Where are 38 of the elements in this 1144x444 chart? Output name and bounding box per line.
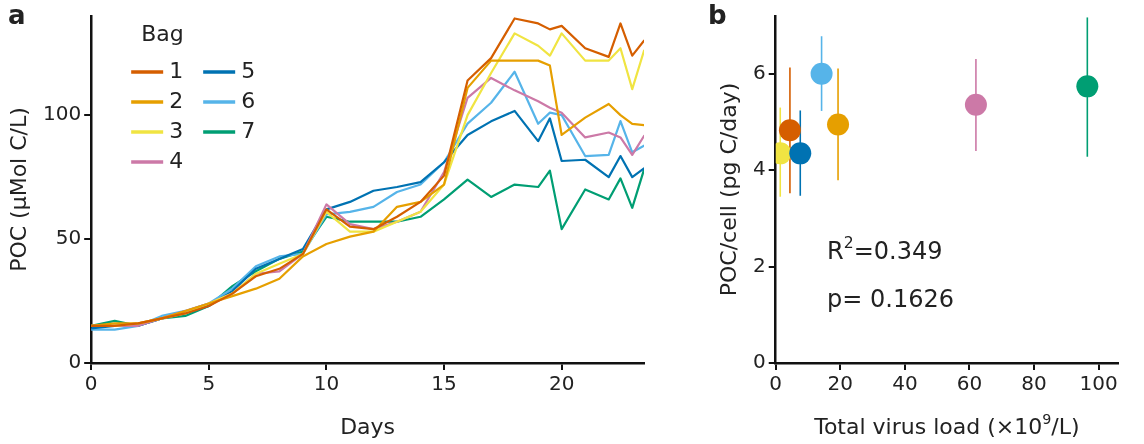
x-tick-label: 10 <box>313 371 340 396</box>
legend-title: Bag <box>141 20 184 46</box>
legend-label: 4 <box>169 147 184 173</box>
y-tick-label: 4 <box>752 156 766 181</box>
legend-label: 3 <box>169 117 184 143</box>
point <box>778 119 801 142</box>
legend-label: 5 <box>241 57 256 83</box>
x-tick-label: 80 <box>1021 371 1047 396</box>
point <box>827 113 850 136</box>
y-tick-label: 6 <box>752 60 766 85</box>
y-tick-label: 0 <box>68 349 82 374</box>
point <box>1076 75 1099 98</box>
x-tick-label: 40 <box>892 371 918 396</box>
x-tick-label: 15 <box>431 371 457 396</box>
x-axis-title: Days <box>340 414 396 439</box>
x-tick-label: 0 <box>769 371 783 396</box>
y-tick-label: 2 <box>752 252 766 277</box>
x-tick-label: 5 <box>202 371 216 396</box>
annotation: p= 0.1626 <box>827 285 955 314</box>
y-tick-label: 50 <box>55 225 82 250</box>
y-tick-label: 100 <box>42 101 82 126</box>
legend-label: 1 <box>169 57 184 83</box>
x-tick-label: 20 <box>548 371 575 396</box>
y-tick-label: 0 <box>752 349 766 374</box>
y-axis-title: POC/cell (pg C/day) <box>716 82 741 297</box>
x-tick-label: 60 <box>956 371 983 396</box>
point <box>789 142 812 165</box>
legend-label: 2 <box>169 87 184 113</box>
x-tick-label: 0 <box>84 371 98 396</box>
x-tick-label: 100 <box>1079 371 1118 396</box>
y-axis-title: POC (μMol C/L) <box>6 107 31 272</box>
x-tick-label: 20 <box>827 371 854 396</box>
chart-title: b <box>708 0 727 30</box>
point <box>964 93 987 116</box>
chart-title: a <box>8 0 26 30</box>
point <box>810 62 833 85</box>
legend-label: 6 <box>241 87 256 113</box>
legend-label: 7 <box>241 117 256 143</box>
